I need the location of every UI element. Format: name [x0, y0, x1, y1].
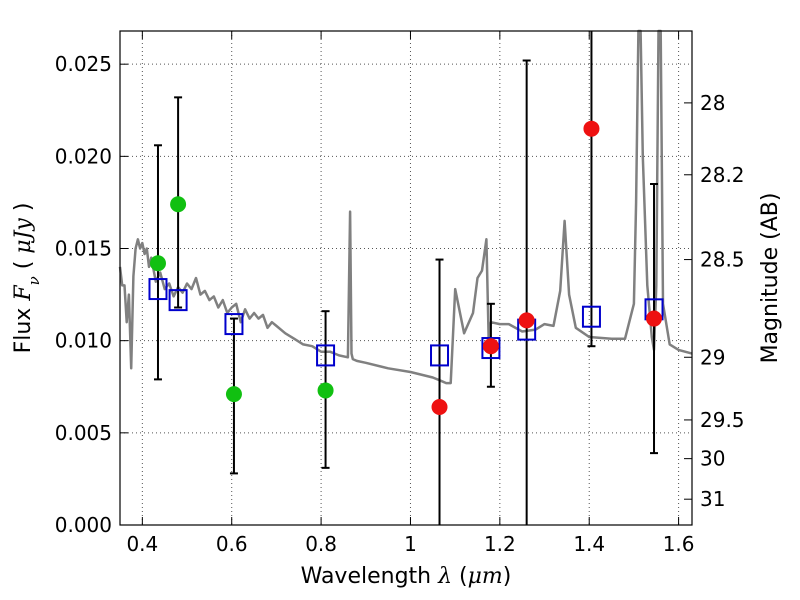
photometry-square [168, 289, 188, 312]
photometry-square [481, 337, 501, 360]
x-tick-label: 0.4 [126, 532, 158, 556]
photometry-square [430, 344, 450, 367]
y-axis-label: Flux Fν ( μJy ) [11, 203, 43, 354]
y2-tick-label: 28 [700, 91, 725, 115]
y-tick-label: 0.010 [55, 329, 112, 353]
green-data-point [317, 382, 334, 399]
y2-tick-label: 30 [700, 447, 725, 471]
photometry-square [316, 344, 336, 367]
red-data-point [646, 310, 663, 327]
x-tick-label: 0.6 [216, 532, 248, 556]
red-data-point [518, 312, 535, 329]
y-tick-label: 0.020 [55, 144, 112, 168]
red-data-point [583, 120, 600, 137]
y2-tick-label: 31 [700, 487, 725, 511]
y-tick-label: 0.000 [55, 513, 112, 537]
y-tick-label: 0.025 [55, 52, 112, 76]
x-tick-label: 1 [404, 532, 417, 556]
y2-tick-label: 28.5 [700, 248, 745, 272]
photometry-square [581, 305, 601, 328]
photometry-square [224, 313, 244, 336]
x-tick-label: 1.2 [484, 532, 516, 556]
y2-axis-label: Magnitude (AB) [758, 193, 783, 364]
x-axis-label: Wavelength λ (μm) [301, 564, 512, 589]
marker-layer [148, 120, 664, 416]
green-data-point [225, 386, 242, 403]
plot-frame [119, 30, 693, 526]
y-tick-label: 0.005 [55, 421, 112, 445]
red-data-point [431, 399, 448, 416]
y-tick-label: 0.015 [55, 237, 112, 261]
photometry-square [148, 278, 168, 301]
green-data-point [149, 255, 166, 272]
ticks: 0.4 0.6 0.8 1 1.2 1.4 1.6 0.000 0.005 0.010 0.015 0… [55, 31, 745, 556]
green-data-point [170, 196, 187, 213]
x-tick-label: 0.8 [305, 532, 337, 556]
x-tick-label: 1.6 [663, 532, 695, 556]
y2-tick-label: 29.5 [700, 408, 745, 432]
y2-tick-label: 29 [700, 345, 725, 369]
x-tick-label: 1.4 [573, 532, 605, 556]
y2-tick-label: 28.2 [700, 163, 745, 187]
red-data-point [482, 338, 499, 355]
